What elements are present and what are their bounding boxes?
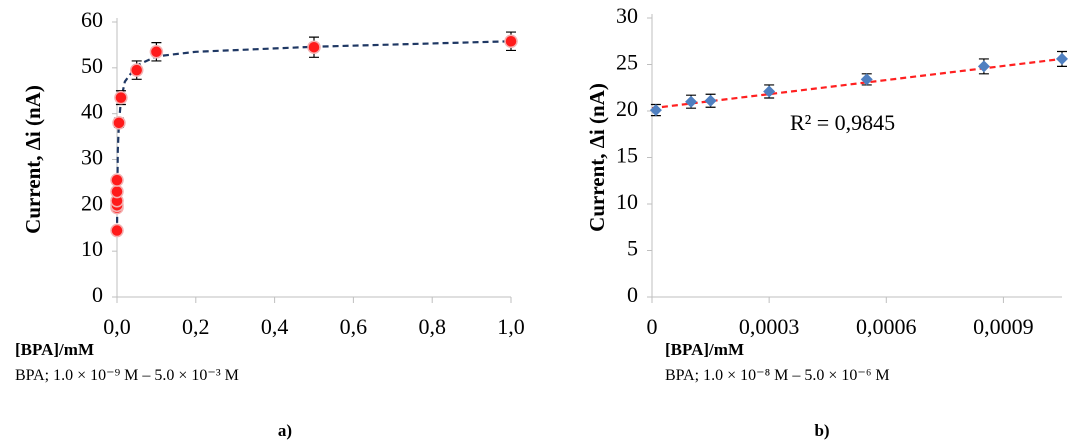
panel-label: a) bbox=[278, 421, 292, 440]
y-axis-title: Current, Δi (nA) bbox=[21, 85, 45, 234]
data-point bbox=[110, 184, 124, 199]
data-point bbox=[110, 223, 124, 238]
data-point bbox=[149, 45, 164, 59]
x-tick-label: 0,4 bbox=[261, 314, 289, 339]
data-point bbox=[307, 40, 321, 54]
y-axis-title: Current, Δi (nA) bbox=[585, 83, 609, 232]
data-point bbox=[114, 90, 128, 105]
data-point bbox=[977, 60, 990, 73]
x-tick-label: 0 bbox=[647, 314, 658, 339]
y-tick-label: 25 bbox=[616, 50, 638, 75]
y-tick-label: 50 bbox=[81, 53, 103, 78]
chart: 0 5 10 15 20 25 30 0 0,0003 0,0006 0,0009 Current, … bbox=[585, 3, 1068, 440]
data-point bbox=[110, 173, 124, 187]
x-tick-label: 0,0009 bbox=[973, 314, 1034, 339]
y-tick-label: 20 bbox=[616, 96, 638, 121]
annotation: R² = 0,9845 bbox=[790, 110, 895, 135]
x-tick-label: 0,8 bbox=[418, 314, 446, 339]
x-tick-label: 0,0 bbox=[103, 314, 131, 339]
y-tick-label: 0 bbox=[92, 282, 103, 307]
y-tick-label: 5 bbox=[627, 236, 638, 261]
trend-line bbox=[651, 57, 1063, 110]
panel-label: b) bbox=[814, 421, 829, 440]
y-tick-label: 20 bbox=[81, 190, 103, 215]
subtitle: BPA; 1.0 × 10⁻⁹ M – 5.0 × 10⁻³ M bbox=[15, 367, 239, 384]
y-tick-label: 40 bbox=[81, 99, 103, 124]
data-point bbox=[763, 85, 776, 98]
data-point bbox=[112, 116, 126, 130]
y-tick-label: 30 bbox=[81, 145, 103, 170]
data-point bbox=[504, 34, 518, 48]
y-tick-label: 0 bbox=[627, 282, 638, 307]
y-tick-label: 10 bbox=[616, 189, 638, 214]
data-point bbox=[860, 73, 873, 86]
subtitle: BPA; 1.0 × 10⁻⁸ M – 5.0 × 10⁻⁶ M bbox=[665, 367, 890, 384]
x-tick-label: 0,0003 bbox=[739, 314, 800, 339]
data-point bbox=[129, 63, 144, 77]
trend-line bbox=[115, 40, 512, 233]
data-point bbox=[1056, 52, 1068, 65]
x-tick-label: 0,6 bbox=[340, 314, 368, 339]
y-tick-label: 10 bbox=[81, 236, 103, 261]
chart: 0 10 20 30 40 50 60 0,0 0,2 0,4 0,6 0,8 1,0 Current, … bbox=[15, 7, 525, 440]
x-axis-title: [BPA]/mM bbox=[665, 340, 744, 359]
x-tick-label: 1,0 bbox=[497, 314, 525, 339]
y-tick-label: 30 bbox=[616, 3, 638, 28]
data-point bbox=[649, 104, 662, 117]
x-tick-label: 0,0006 bbox=[856, 314, 917, 339]
y-tick-label: 60 bbox=[81, 7, 103, 32]
x-tick-label: 0,2 bbox=[182, 314, 210, 339]
data-point bbox=[685, 95, 698, 108]
data-point bbox=[704, 94, 717, 107]
x-axis-title: [BPA]/mM bbox=[15, 340, 94, 359]
y-tick-label: 15 bbox=[616, 143, 638, 168]
